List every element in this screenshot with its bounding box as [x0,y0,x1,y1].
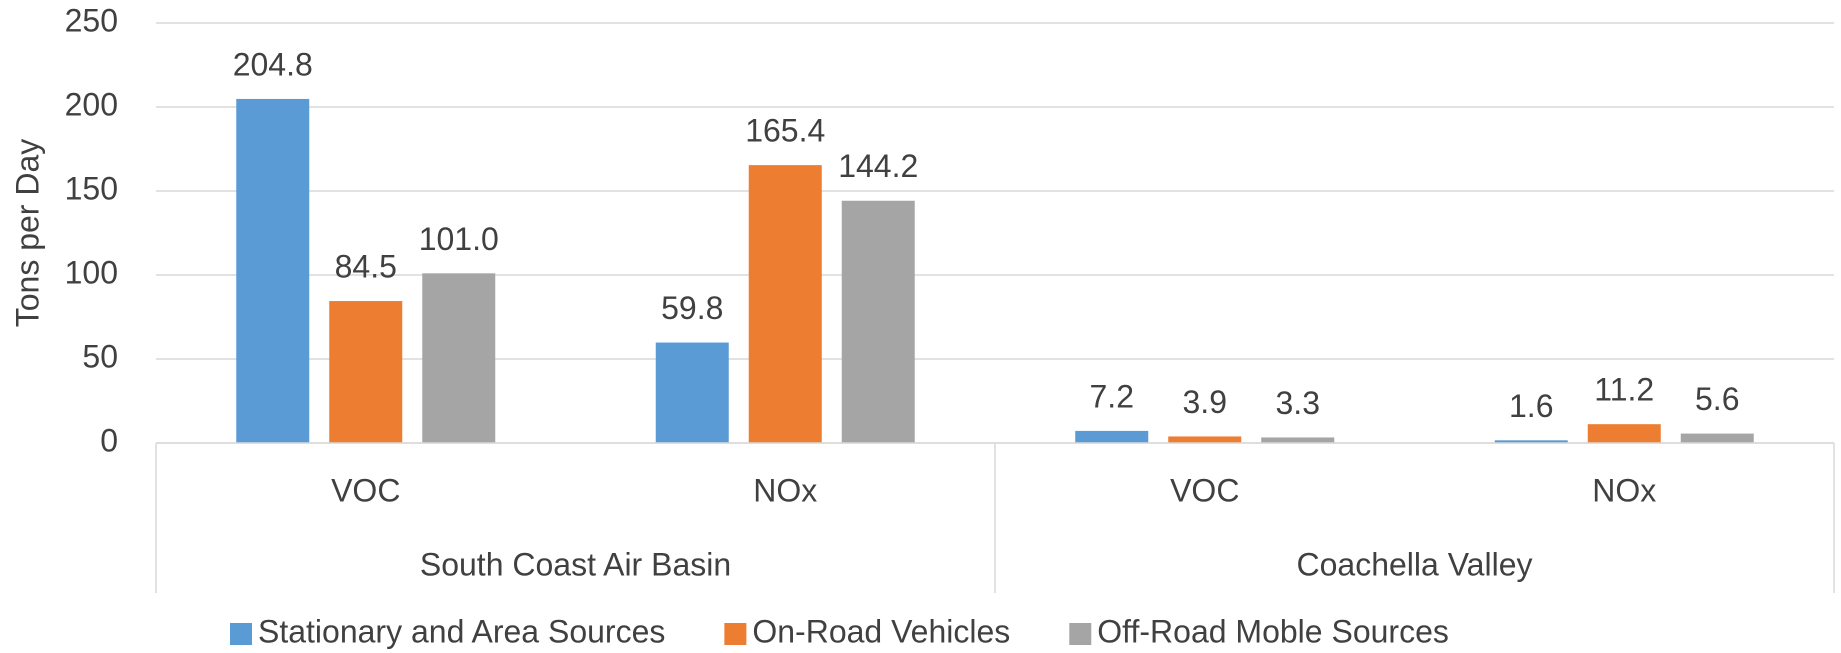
data-label: 101.0 [419,221,499,257]
x-tick-label: VOC [1170,472,1239,508]
legend-swatch [1069,623,1092,645]
legend-label: Stationary and Area Sources [258,613,665,649]
bar [1494,440,1568,443]
data-label: 165.4 [745,113,825,149]
y-tick-label: 200 [65,86,118,122]
data-label: 1.6 [1509,388,1553,424]
legend-label: Off-Road Moble Sources [1097,613,1449,649]
data-label: 144.2 [838,148,918,184]
x-tick-label: VOC [331,472,400,508]
data-label: 3.3 [1276,385,1320,421]
y-tick-label: 250 [65,2,118,38]
bar [422,273,496,443]
x-tick-label: NOx [753,472,817,508]
data-label: 204.8 [233,46,313,82]
y-tick-label: 100 [65,254,118,290]
bar [748,165,822,444]
legend-label: On-Road Vehicles [752,613,1010,649]
data-label: 59.8 [661,290,723,326]
x-tick-label: NOx [1592,472,1656,508]
data-label: 11.2 [1594,372,1654,408]
bar [329,301,403,443]
y-axis-label: Tons per Day [9,139,45,328]
data-label: 5.6 [1695,381,1739,417]
legend-swatch [724,623,747,645]
bar [655,342,729,443]
y-tick-label: 0 [100,422,118,458]
bar [1075,430,1149,443]
data-label: 7.2 [1090,378,1134,414]
y-tick-label: 50 [82,338,118,374]
data-label: 3.9 [1183,384,1227,420]
legend-swatch [230,623,252,645]
group-label: South Coast Air Basin [420,546,731,582]
bar [236,98,310,443]
group-label: Coachella Valley [1297,546,1533,582]
bar [1680,433,1754,443]
bar [1587,424,1661,443]
bar [1261,437,1335,443]
bar [1168,436,1242,443]
data-label: 84.5 [335,248,397,284]
y-tick-label: 150 [65,170,118,206]
bar [841,200,915,443]
